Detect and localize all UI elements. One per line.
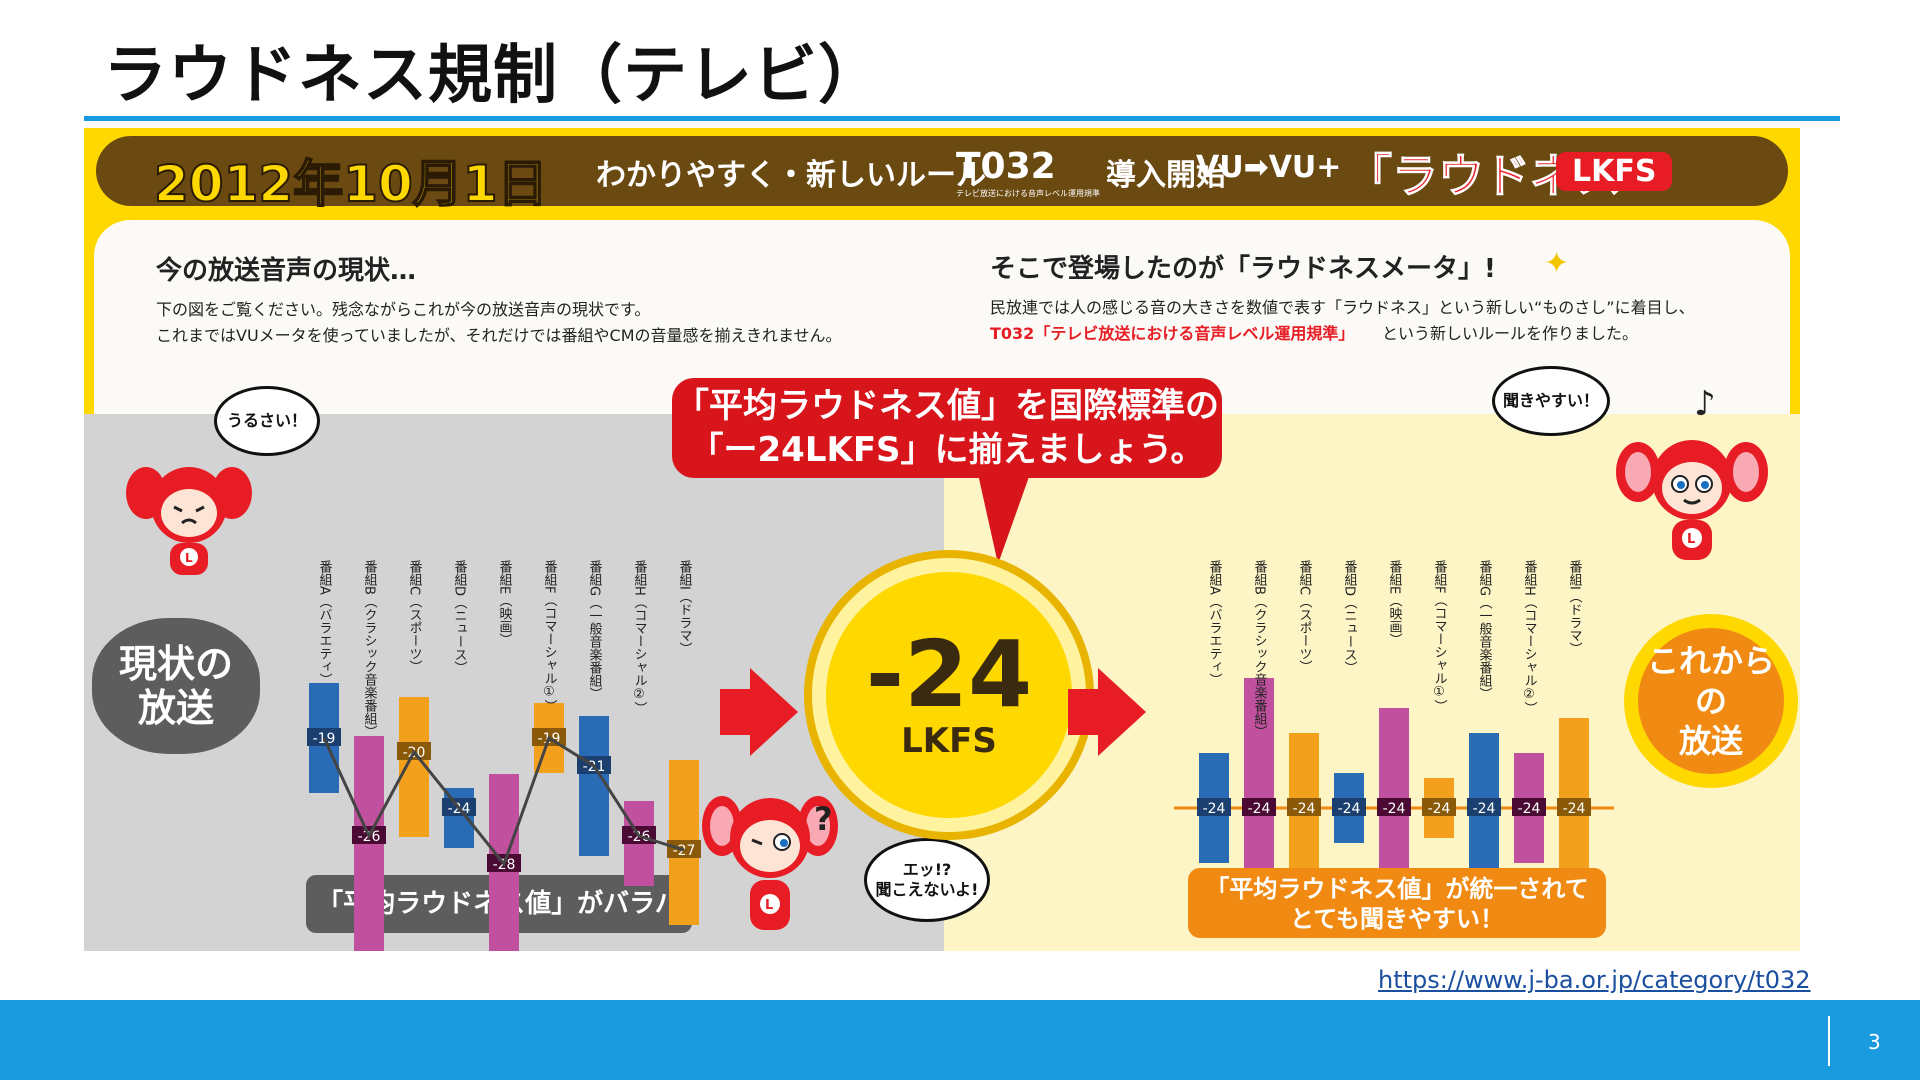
mascot-right: L xyxy=(1616,440,1768,560)
page-number: 3 xyxy=(1868,1030,1881,1054)
target-unit: LKFS xyxy=(901,721,997,761)
value-label-1: -24 xyxy=(1248,801,1271,817)
footer-separator xyxy=(1828,1016,1830,1066)
arrow-left-head xyxy=(750,668,798,756)
category-label-3: 番組D（ニュース） xyxy=(452,560,468,674)
footer-bar xyxy=(0,1000,1920,1080)
left-text-line2: これまではVUメータを使っていましたが、それだけでは番組やCMの音量感を揃えきれ… xyxy=(156,326,842,345)
question-icon: ? xyxy=(814,800,833,838)
value-tag-bg-7 xyxy=(1512,798,1546,816)
category-label-3: 番組D（ニュース） xyxy=(1342,560,1358,674)
category-label-2: 番組C（スポーツ） xyxy=(1297,560,1313,673)
right-text-line1: 民放連では人の感じる音の大きさを数値で表す「ラウドネス」という新しい“ものさし”… xyxy=(990,298,1695,317)
category-label-2: 番組C（スポーツ） xyxy=(407,560,423,673)
value-label-8: -24 xyxy=(1563,801,1586,817)
callout-line2: 「ー24LKFS」に揃えましょう。 xyxy=(689,430,1205,470)
source-url[interactable]: https://www.j-ba.or.jp/category/t032 xyxy=(1378,966,1811,994)
sun-future: これからの 放送 xyxy=(1638,628,1784,774)
target-loudness-circle: -24 LKFS xyxy=(812,558,1086,832)
value-tag-bg-5 xyxy=(1422,798,1456,816)
category-label-4: 番組E（映画） xyxy=(497,560,513,646)
callout-line1: 「平均ラウドネス値」を国際標準の xyxy=(675,386,1219,426)
pill-future: 「平均ラウドネス値」が統一されて とても聞きやすい！ xyxy=(1188,868,1606,938)
callout-pointer xyxy=(978,474,1030,564)
arrow-left-body xyxy=(720,689,750,735)
value-tag-bg-4 xyxy=(1377,798,1411,816)
value-tag-bg-1 xyxy=(1242,798,1276,816)
value-label-5: -24 xyxy=(1428,801,1451,817)
banner-code: T032 xyxy=(956,146,1056,187)
banner-rule: わかりやすく・新しいルール xyxy=(596,158,986,193)
category-label-6: 番組G（一般音楽番組） xyxy=(1477,560,1493,700)
title-rule xyxy=(84,116,1840,121)
value-label-2: -24 xyxy=(1293,801,1316,817)
category-label-7: 番組H（コマーシャル②） xyxy=(632,560,648,715)
arrow-right-head xyxy=(1098,668,1146,756)
bar-6 xyxy=(579,716,609,856)
mascot-center: L xyxy=(702,796,838,930)
music-note-icon: ♪ xyxy=(1694,384,1716,424)
target-value: -24 xyxy=(865,621,1033,728)
category-label-5: 番組F（コマーシャル①） xyxy=(542,560,558,712)
sparkle-icon: ✦ xyxy=(1544,246,1570,281)
value-label-0: -24 xyxy=(1203,801,1226,817)
banner-lkfs: LKFS xyxy=(1556,152,1673,191)
category-label-1: 番組B（クラシック音楽番組） xyxy=(1252,560,1268,738)
value-tag-bg-0 xyxy=(307,728,341,746)
value-tag-bg-3 xyxy=(1332,798,1366,816)
svg-text:L: L xyxy=(1687,532,1695,547)
category-label-8: 番組I（ドラマ） xyxy=(1567,560,1583,655)
left-text-line1: 下の図をご覧ください。残念ながらこれが今の放送音声の現状です。 xyxy=(156,300,651,319)
category-label-4: 番組E（映画） xyxy=(1387,560,1403,646)
category-label-8: 番組I（ドラマ） xyxy=(677,560,693,655)
arrow-right-body xyxy=(1068,689,1098,735)
right-text-line2-red: T032「テレビ放送における音声レベル運用規準」 xyxy=(990,324,1355,343)
value-tag-bg-2 xyxy=(1287,798,1321,816)
trend-line xyxy=(322,735,685,868)
category-label-6: 番組G（一般音楽番組） xyxy=(587,560,603,700)
value-label-6: -24 xyxy=(1473,801,1496,817)
bubble-easy: 聞きやすい！ xyxy=(1492,366,1610,436)
category-label-5: 番組F（コマーシャル①） xyxy=(1432,560,1448,712)
banner-code-sub: テレビ放送における音声レベル運用規準 xyxy=(956,189,1100,198)
value-label-3: -24 xyxy=(1338,801,1361,817)
value-label-4: -24 xyxy=(1383,801,1406,817)
value-tag-bg-6 xyxy=(1467,798,1501,816)
right-text-line2: という新しいルールを作りました。 xyxy=(1382,324,1639,343)
sun-future-text: これからの 放送 xyxy=(1646,642,1775,760)
mascot-left: L xyxy=(126,467,252,575)
callout-standard: 「平均ラウドネス値」を国際標準の 「ー24LKFS」に揃えましょう。 xyxy=(672,378,1222,478)
category-label-1: 番組B（クラシック音楽番組） xyxy=(362,560,378,738)
chart-future: -24 番組A（バラエティ） -24 番組B（クラシック音楽番組） -24 番組C（スポー… xyxy=(1174,560,1614,938)
loudness-infographic: 2012年10月1日 わかりやすく・新しいルール T032 テレビ放送における音… xyxy=(84,128,1800,951)
banner-date: 2012年10月1日 xyxy=(153,154,549,214)
banner-start: 導入開始 xyxy=(1106,158,1226,193)
value-tag-bg-0 xyxy=(1197,798,1231,816)
header-banner: 2012年10月1日 わかりやすく・新しいルール T032 テレビ放送における音… xyxy=(96,136,1788,214)
right-heading: そこで登場したのが「ラウドネスメータ」! xyxy=(990,254,1496,284)
chart-current: -19番組A（バラエティ）-26番組B（クラシック音楽番組）-20番組C（スポー… xyxy=(307,560,701,951)
bar-2 xyxy=(399,697,429,837)
banner-vu: VU➡VU+ xyxy=(1196,150,1342,185)
svg-text:L: L xyxy=(185,551,193,565)
svg-text:L: L xyxy=(765,898,773,913)
value-label-8: -27 xyxy=(673,843,696,859)
cloud-current-text: 現状の 放送 xyxy=(118,642,233,730)
bubble-cant-hear: エッ!? 聞こえないよ! xyxy=(864,838,990,922)
value-label-7: -24 xyxy=(1518,801,1541,817)
bubble-noisy: うるさい！ xyxy=(214,386,320,456)
value-tag-bg-8 xyxy=(1557,798,1591,816)
cloud-current: 現状の 放送 xyxy=(92,618,260,754)
category-label-0: 番組A（バラエティ） xyxy=(317,560,333,686)
category-label-0: 番組A（バラエティ） xyxy=(1207,560,1223,686)
slide-title: ラウドネス規制（テレビ） xyxy=(103,39,883,113)
left-heading: 今の放送音声の現状… xyxy=(156,256,417,286)
category-label-7: 番組H（コマーシャル②） xyxy=(1522,560,1538,715)
